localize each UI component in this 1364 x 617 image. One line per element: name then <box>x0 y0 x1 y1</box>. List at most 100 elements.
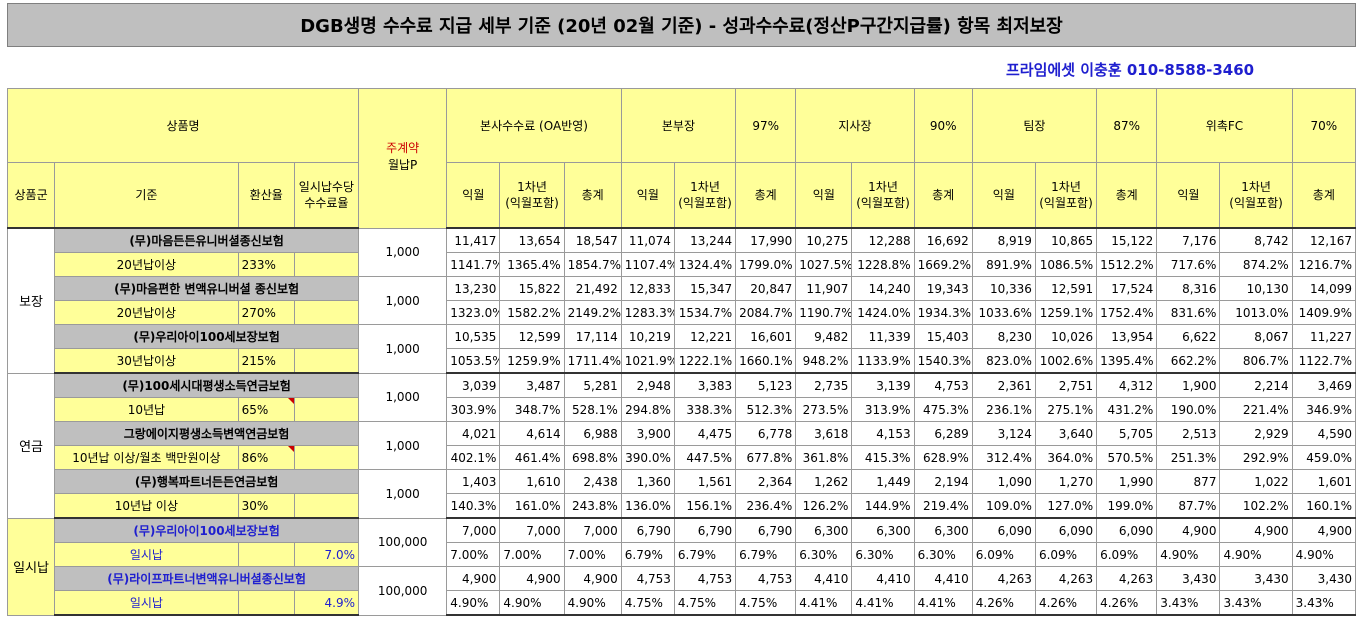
comment-marker-icon <box>287 446 294 452</box>
commission-rate: 1424.0% <box>851 300 915 325</box>
commission-amount: 12,599 <box>499 324 565 349</box>
commission-amount: 7,000 <box>563 517 622 543</box>
header-hq-commission: 본사수수료 (OA반영) <box>446 88 622 163</box>
commission-rate: 628.9% <box>913 445 973 470</box>
monthly-premium: 1,000 <box>357 227 448 277</box>
commission-rate: 338.3% <box>673 397 737 422</box>
commission-rate: 528.1% <box>563 397 622 422</box>
header-first-year: 1차년 (익월포함) <box>1219 162 1293 229</box>
product-name: (무)우리아이100세보장보험 <box>54 324 359 349</box>
commission-rate: 4.41% <box>795 590 853 616</box>
header-main-contract: 주계약 월납P <box>357 88 448 229</box>
commission-amount: 11,074 <box>620 227 675 253</box>
header-first-year-line2: (익월포함) <box>1229 196 1283 210</box>
commission-amount: 12,833 <box>620 276 675 301</box>
commission-amount: 1,022 <box>1219 469 1293 494</box>
commission-rate: 1002.6% <box>1034 348 1098 374</box>
payment-basis: 20년납이상 <box>54 252 239 277</box>
commission-amount: 6,300 <box>795 517 853 543</box>
header-row-1: 상품명 주계약 월납P 본사수수료 (OA반영) 본부장 97% 지사장 90%… <box>7 88 1357 229</box>
commission-amount: 2,735 <box>795 372 853 398</box>
header-lump-rate: 일시납수당 수수료율 <box>293 162 360 229</box>
commission-rate: 431.2% <box>1096 397 1158 422</box>
commission-amount: 10,535 <box>446 324 501 349</box>
commission-rate: 891.9% <box>971 252 1036 277</box>
commission-rate: 303.9% <box>446 397 501 422</box>
payment-basis: 일시납 <box>54 590 239 616</box>
commission-rate: 570.5% <box>1096 445 1158 470</box>
commission-rate: 6.79% <box>735 542 797 567</box>
commission-amount: 15,403 <box>913 324 973 349</box>
commission-amount: 3,124 <box>971 421 1036 446</box>
commission-amount: 1,262 <box>795 469 853 494</box>
lump-sum-rate <box>293 397 360 422</box>
commission-rate: 1512.2% <box>1096 252 1158 277</box>
header-fc-pct: 70% <box>1291 88 1357 163</box>
commission-rate: 3.43% <box>1156 590 1221 616</box>
commission-amount: 2,361 <box>971 372 1036 398</box>
commission-rate: 1669.2% <box>913 252 973 277</box>
header-total: 총계 <box>913 162 973 229</box>
monthly-premium: 1,000 <box>357 276 448 325</box>
commission-rate: 6.30% <box>795 542 853 567</box>
commission-amount: 1,990 <box>1096 469 1158 494</box>
header-lump-rate-line2: 수수료율 <box>304 196 349 210</box>
commission-rate: 6.30% <box>851 542 915 567</box>
commission-rate: 1324.4% <box>673 252 737 277</box>
header-first-year-line2: (익월포함) <box>856 196 910 210</box>
commission-rate: 1660.1% <box>735 348 797 374</box>
header-first-year-line2: (익월포함) <box>505 196 559 210</box>
commission-rate: 2084.7% <box>735 300 797 325</box>
commission-amount: 3,430 <box>1291 566 1357 591</box>
commission-amount: 7,000 <box>446 517 501 543</box>
commission-amount: 10,275 <box>795 227 853 253</box>
commission-rate: 461.4% <box>499 445 565 470</box>
commission-rate: 1086.5% <box>1034 252 1098 277</box>
header-total: 총계 <box>1096 162 1158 229</box>
commission-amount: 3,430 <box>1219 566 1293 591</box>
commission-rate: 1799.0% <box>735 252 797 277</box>
commission-amount: 4,753 <box>673 566 737 591</box>
commission-amount: 5,281 <box>563 372 622 398</box>
commission-rate: 4.90% <box>563 590 622 616</box>
monthly-premium: 1,000 <box>357 469 448 519</box>
header-next-month: 익월 <box>446 162 501 229</box>
commission-amount: 4,900 <box>446 566 501 591</box>
payment-basis: 10년납 이상/월초 백만원이상 <box>54 445 239 470</box>
commission-amount: 4,900 <box>563 566 622 591</box>
header-total: 총계 <box>563 162 622 229</box>
commission-amount: 11,227 <box>1291 324 1357 349</box>
commission-rate: 109.0% <box>971 493 1036 519</box>
commission-amount: 4,753 <box>620 566 675 591</box>
commission-amount: 6,090 <box>971 517 1036 543</box>
commission-rate: 1934.3% <box>913 300 973 325</box>
commission-amount: 14,240 <box>851 276 915 301</box>
commission-amount: 6,988 <box>563 421 622 446</box>
commission-amount: 6,622 <box>1156 324 1221 349</box>
lump-sum-rate <box>293 252 360 277</box>
commission-amount: 2,929 <box>1219 421 1293 446</box>
header-total: 총계 <box>1291 162 1357 229</box>
commission-table: 상품명 주계약 월납P 본사수수료 (OA반영) 본부장 97% 지사장 90%… <box>6 88 1357 616</box>
payment-basis: 일시납 <box>54 542 239 567</box>
commission-amount: 10,336 <box>971 276 1036 301</box>
product-basis-row: 20년납이상 233% 1141.7% 1365.4% 1854.7% 1107.4% 13… <box>8 252 1357 277</box>
conversion-rate: 270% <box>237 300 295 325</box>
commission-rate: 874.2% <box>1219 252 1293 277</box>
header-first-year-line1: 1차년 <box>517 180 547 194</box>
commission-rate: 102.2% <box>1219 493 1293 519</box>
commission-amount: 5,705 <box>1096 421 1158 446</box>
commission-rate: 7.00% <box>499 542 565 567</box>
commission-amount: 1,403 <box>446 469 501 494</box>
commission-amount: 4,410 <box>913 566 973 591</box>
commission-amount: 6,090 <box>1096 517 1158 543</box>
product-basis-row: 일시납 4.9% 4.90% 4.90% 4.90% 4.75% 4.75% 4.75% 4.4… <box>8 590 1357 616</box>
commission-rate: 6.09% <box>971 542 1036 567</box>
commission-rate: 136.0% <box>620 493 675 519</box>
commission-rate: 87.7% <box>1156 493 1221 519</box>
product-row: 일시납 (무)우리아이100세보장보험 100,000 7,000 7,000 7,000… <box>6 517 1357 616</box>
commission-rate: 1141.7% <box>446 252 501 277</box>
header-product-name: 상품명 <box>7 88 359 163</box>
product-name: (무)100세시대평생소득연금보험 <box>54 372 359 398</box>
commission-rate: 236.4% <box>735 493 797 519</box>
